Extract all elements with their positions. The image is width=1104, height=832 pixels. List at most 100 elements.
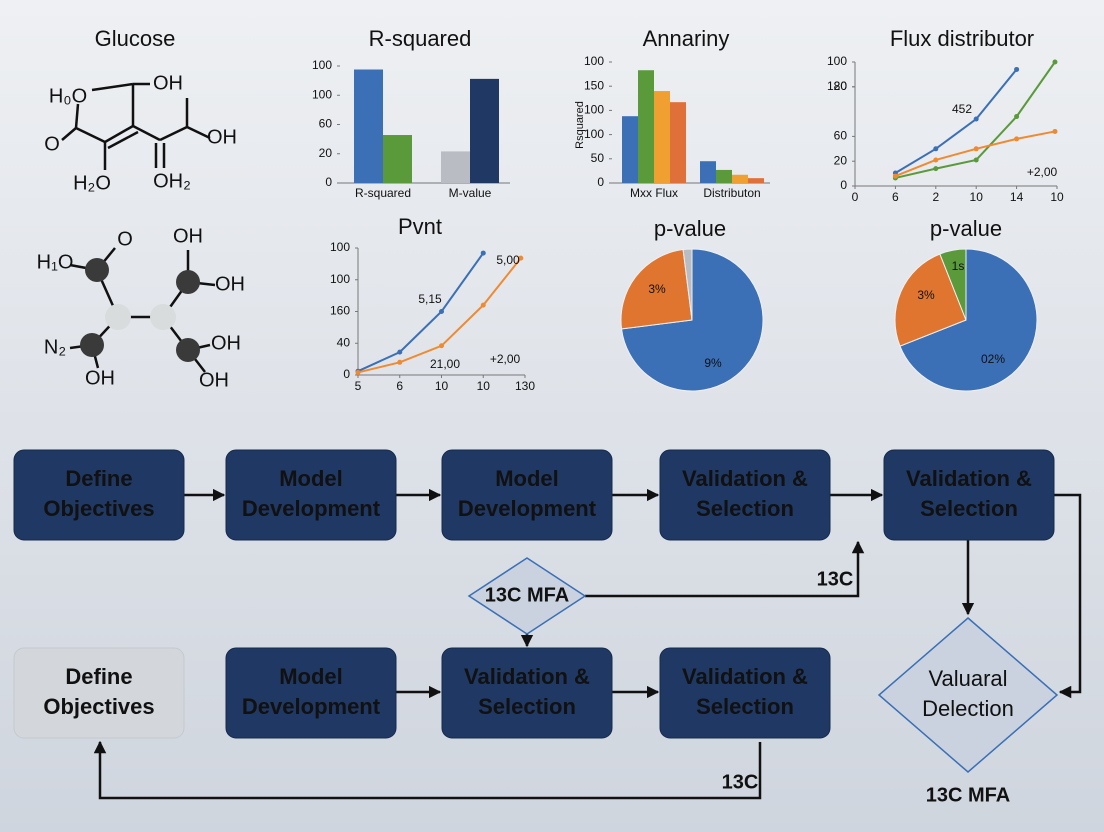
y-tick-label: 100 — [584, 54, 604, 68]
atom-label: O — [117, 228, 133, 250]
atom-label: O — [44, 133, 60, 155]
edge-label: 13C — [722, 771, 759, 793]
flow-node — [659, 449, 831, 541]
line — [894, 68, 1018, 174]
annotation: 1s — [952, 259, 965, 273]
pie-slice — [899, 248, 1038, 392]
node-label: Selection — [696, 694, 794, 719]
edge-label: 13C — [817, 568, 854, 590]
marker — [973, 146, 979, 152]
y-tick-label: 20 — [319, 146, 333, 160]
marker — [892, 173, 898, 179]
annotation: 5,00 — [496, 253, 520, 267]
annotation: 21,00 — [430, 357, 460, 371]
bar — [638, 70, 654, 183]
molecule-2-bonds — [69, 247, 216, 373]
marker — [1014, 114, 1020, 120]
y-tick-label: 160 — [330, 304, 350, 318]
y-tick-label: 100 — [584, 103, 604, 117]
marker — [518, 255, 524, 261]
bar — [654, 91, 670, 183]
node-label: Objectives — [43, 496, 154, 521]
pie-slice — [939, 248, 967, 321]
y-tick-label: 100 — [584, 127, 604, 141]
node-label: Selection — [920, 496, 1018, 521]
annotation: +2,00 — [490, 352, 521, 366]
bar — [441, 151, 470, 183]
node-label: Selection — [478, 694, 576, 719]
marker — [973, 157, 979, 163]
y-tick-label: 100 — [312, 87, 332, 101]
x-tick-label: M-value — [449, 186, 492, 200]
atom-label: N₂ — [44, 336, 66, 358]
atom-label: OH — [199, 369, 229, 391]
flow-node — [13, 449, 185, 541]
y-tick-label: 80 — [834, 79, 848, 93]
marker — [439, 343, 444, 349]
molecule-1-bonds — [61, 82, 211, 170]
y-tick-label: 0 — [597, 175, 604, 189]
node-label: Validation & — [906, 466, 1032, 491]
bar — [622, 116, 638, 183]
x-tick-label: 14 — [1010, 190, 1024, 204]
x-tick-label: Distributon — [703, 186, 760, 200]
y-tick-label: 0 — [840, 178, 847, 192]
bar — [716, 169, 732, 183]
y-tick-label: 20 — [834, 153, 848, 167]
y-tick-label: 0 — [325, 175, 332, 189]
atom-label: OH — [215, 273, 245, 295]
node-label: Validation & — [464, 664, 590, 689]
flow-node — [883, 449, 1055, 541]
annotation: +2,00 — [1027, 165, 1058, 179]
x-tick-label: R-squared — [355, 186, 411, 200]
x-tick-label: 6 — [396, 379, 403, 393]
marker — [1014, 66, 1020, 72]
chart-title: p-value — [654, 216, 726, 241]
y-tick-label: 100 — [312, 58, 332, 72]
molecule-title: Glucose — [95, 26, 176, 51]
marker — [439, 309, 444, 314]
y-tick-label: 40 — [337, 335, 351, 349]
node-label: Validation & — [682, 664, 808, 689]
atom-label: OH — [207, 126, 237, 148]
x-tick-label: 10 — [435, 379, 449, 393]
node-label: Define — [65, 664, 132, 689]
bar — [470, 78, 499, 183]
y-axis-label: Rsquared — [574, 101, 586, 149]
marker — [933, 166, 939, 172]
y-tick-label: 100 — [827, 54, 847, 68]
marker — [480, 250, 486, 256]
atom-label: OH₂ — [153, 170, 191, 192]
pie-slice — [894, 253, 967, 347]
node-label: Validation & — [682, 466, 808, 491]
marker — [1052, 59, 1058, 65]
node-label: Objectives — [43, 694, 154, 719]
marker — [397, 349, 403, 355]
marker — [397, 359, 403, 365]
chart-title: p-value — [930, 216, 1002, 241]
marker — [480, 302, 486, 308]
decision-label: Delection — [922, 696, 1014, 721]
marker — [973, 116, 979, 122]
bar — [700, 161, 716, 183]
bar — [732, 174, 748, 183]
node-label: Development — [458, 496, 597, 521]
x-tick-label: Mxx Flux — [630, 186, 678, 200]
y-tick-label: 100 — [330, 240, 350, 254]
atom-label: OH — [173, 225, 203, 247]
line — [357, 252, 485, 373]
flow-arrows — [93, 488, 1082, 800]
chart-title: Flux distributor — [890, 26, 1034, 51]
atom-label: OH — [153, 72, 183, 94]
node-label: Define — [65, 466, 132, 491]
x-tick-label: 130 — [515, 379, 535, 393]
atom-label: OH — [211, 332, 241, 354]
marker — [1014, 136, 1020, 142]
node-label: Model — [495, 466, 559, 491]
x-tick-label: 5 — [355, 379, 362, 393]
x-tick-label: 2 — [932, 190, 939, 204]
y-tick-label: 0 — [343, 367, 350, 381]
bar — [670, 102, 686, 183]
pie-slice — [682, 248, 693, 321]
marker — [933, 146, 939, 152]
